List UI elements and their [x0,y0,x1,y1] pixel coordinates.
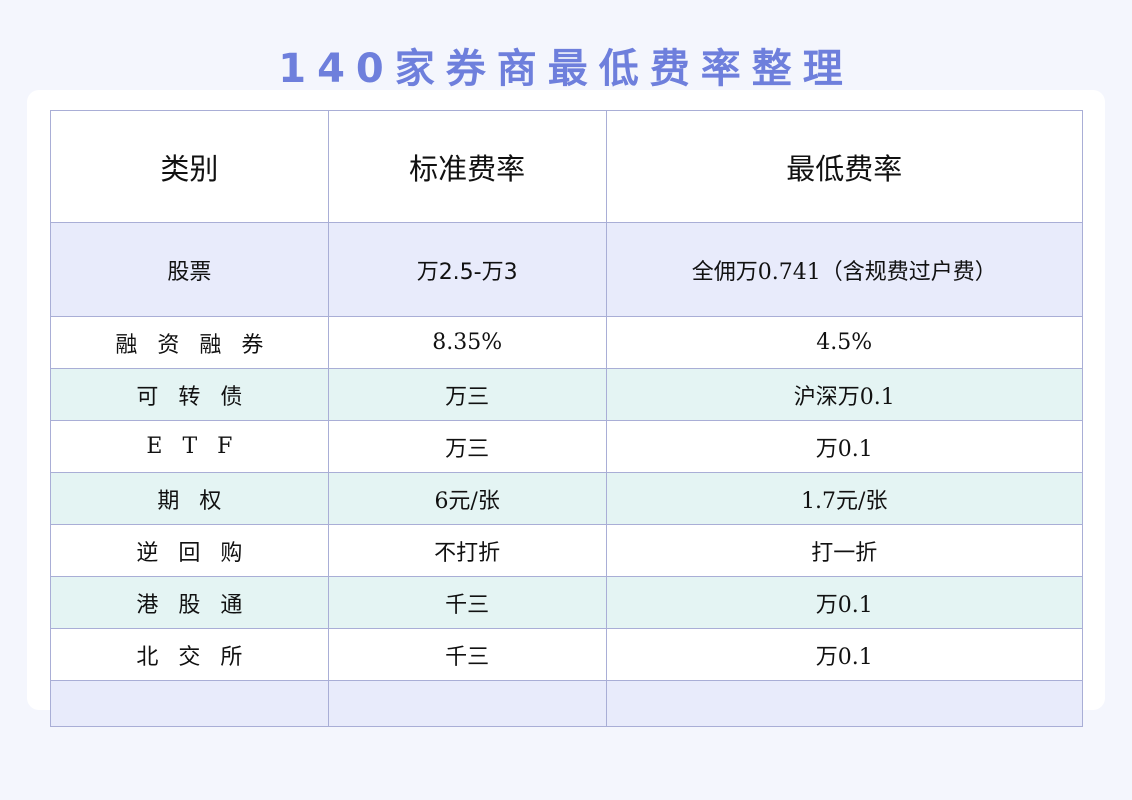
cell-lowest: 4.5% [605,316,1084,369]
cell-standard: 万2.5-万3 [327,222,607,317]
table-header-row: 类别 标准费率 最低费率 [50,110,1084,223]
cell-standard: 万三 [327,368,607,421]
cell-standard: 千三 [327,576,607,629]
cell-lowest: 万0.1 [605,628,1084,681]
table-row: 股票 万2.5-万3 全佣万0.741（含规费过户费） [50,222,1084,317]
table-row: 港股通 千三 万0.1 [50,576,1084,629]
empty-row [50,680,1084,727]
cell-lowest: 万0.1 [605,420,1084,473]
cell-category: 股票 [50,222,329,317]
table-row: 可转债 万三 沪深万0.1 [50,368,1084,421]
cell-category: 逆回购 [50,524,329,577]
cell-category: 期权 [50,472,329,525]
cell-lowest: 1.7元/张 [605,472,1084,525]
cell-category: ETF [50,420,329,473]
cell-category: 港股通 [50,576,329,629]
table-row: ETF 万三 万0.1 [50,420,1084,473]
cell-standard: 6元/张 [327,472,607,525]
page-title: 140家券商最低费率整理 [278,46,854,92]
empty-cell [605,680,1084,727]
header-standard: 标准费率 [327,110,607,223]
header-lowest: 最低费率 [605,110,1084,223]
cell-category: 可转债 [50,368,329,421]
table-row: 逆回购 不打折 打一折 [50,524,1084,577]
cell-standard: 万三 [327,420,607,473]
fee-table: 类别 标准费率 最低费率 股票 万2.5-万3 全佣万0.741（含规费过户费）… [50,110,1084,727]
empty-cell [327,680,607,727]
table-row: 融资融券 8.35% 4.5% [50,316,1084,369]
table-row: 北交所 千三 万0.1 [50,628,1084,681]
cell-lowest: 打一折 [605,524,1084,577]
cell-standard: 不打折 [327,524,607,577]
table-row: 期权 6元/张 1.7元/张 [50,472,1084,525]
cell-standard: 8.35% [327,316,607,369]
cell-lowest: 全佣万0.741（含规费过户费） [605,222,1084,317]
cell-category: 融资融券 [50,316,329,369]
cell-lowest: 沪深万0.1 [605,368,1084,421]
header-category: 类别 [50,110,329,223]
cell-category: 北交所 [50,628,329,681]
cell-standard: 千三 [327,628,607,681]
empty-cell [50,680,329,727]
cell-lowest: 万0.1 [605,576,1084,629]
